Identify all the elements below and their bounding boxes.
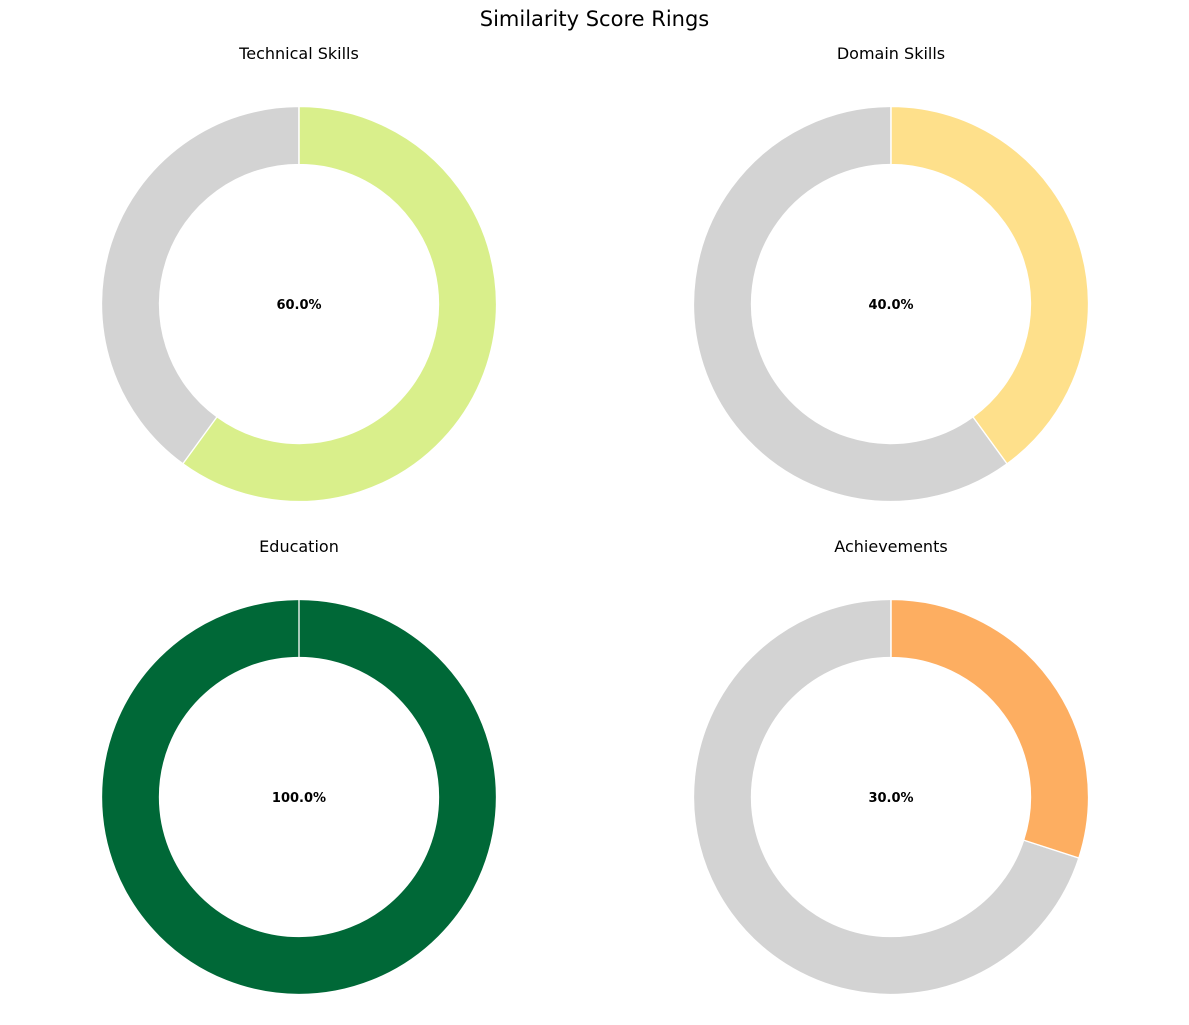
ring-score-arc-domain-skills xyxy=(890,105,1090,465)
ring-value-technical-skills: 60.0% xyxy=(276,298,321,313)
ring-remainder-achievements xyxy=(692,598,1080,996)
ring-title-domain-skills: Domain Skills xyxy=(837,44,945,63)
ring-score-arc-achievements xyxy=(890,598,1090,859)
ring-title-achievements: Achievements xyxy=(834,537,947,556)
ring-value-domain-skills: 40.0% xyxy=(868,298,913,313)
figure-title: Similarity Score Rings xyxy=(480,7,709,31)
ring-technical-skills: Technical Skills 60.0% xyxy=(100,44,498,503)
ring-education: Education 100.0% xyxy=(100,537,498,996)
ring-remainder-technical-skills xyxy=(100,105,300,465)
ring-title-technical-skills: Technical Skills xyxy=(238,44,359,63)
ring-remainder-domain-skills xyxy=(692,105,1008,503)
ring-score-arc-education xyxy=(100,598,498,996)
ring-achievements: Achievements 30.0% xyxy=(692,537,1090,996)
ring-title-education: Education xyxy=(259,537,339,556)
ring-value-achievements: 30.0% xyxy=(868,791,913,806)
ring-value-education: 100.0% xyxy=(272,791,326,806)
ring-score-arc-technical-skills xyxy=(182,105,498,503)
ring-domain-skills: Domain Skills 40.0% xyxy=(692,44,1090,503)
